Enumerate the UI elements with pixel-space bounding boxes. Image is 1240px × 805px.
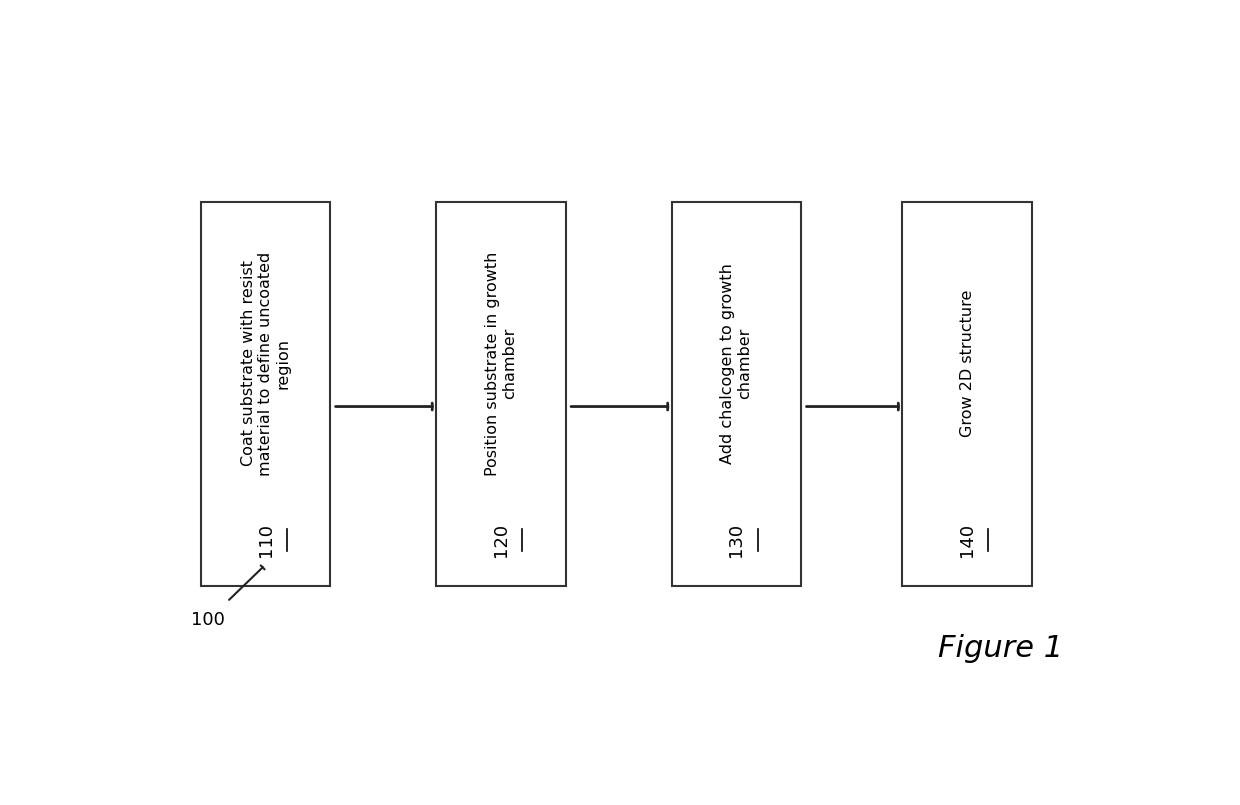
Text: 100: 100 bbox=[191, 611, 224, 630]
Bar bbox=[201, 202, 330, 586]
Text: 140: 140 bbox=[959, 523, 976, 557]
Text: Coat substrate with resist
material to define uncoated
region: Coat substrate with resist material to d… bbox=[241, 251, 290, 476]
Text: Grow 2D structure: Grow 2D structure bbox=[960, 290, 975, 437]
Text: 130: 130 bbox=[728, 523, 745, 557]
Bar bbox=[903, 202, 1032, 586]
Bar bbox=[672, 202, 801, 586]
Text: 110: 110 bbox=[257, 523, 274, 557]
Text: Position substrate in growth
chamber: Position substrate in growth chamber bbox=[485, 251, 517, 476]
Text: Figure 1: Figure 1 bbox=[939, 634, 1063, 663]
Text: 120: 120 bbox=[492, 523, 510, 557]
Text: Add chalcogen to growth
chamber: Add chalcogen to growth chamber bbox=[720, 263, 753, 464]
Bar bbox=[436, 202, 565, 586]
